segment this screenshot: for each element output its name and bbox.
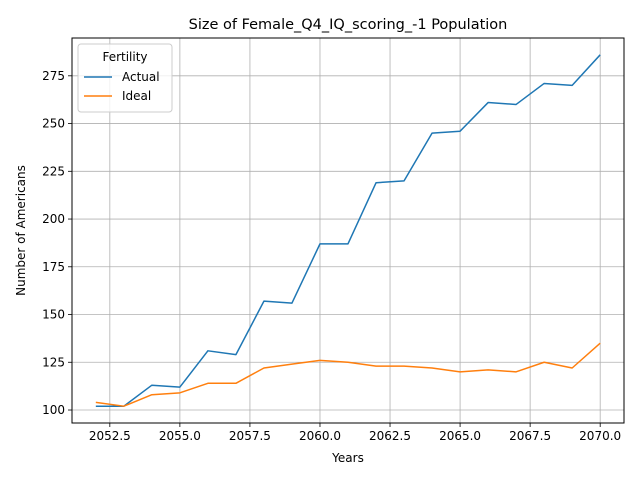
y-tick-label: 150: [42, 308, 65, 322]
legend-label-actual: Actual: [122, 70, 160, 84]
chart-title: Size of Female_Q4_IQ_scoring_-1 Populati…: [189, 17, 508, 33]
y-axis-label: Number of Americans: [14, 165, 28, 296]
x-tick-label: 2055.0: [159, 429, 201, 443]
y-axis-ticks: 100 125 150 175 200 225 250 275: [42, 69, 72, 417]
series-line-actual: [95, 54, 601, 407]
series-line-ideal: [95, 342, 601, 407]
y-tick-label: 100: [42, 403, 65, 417]
y-tick-label: 250: [42, 117, 65, 131]
x-tick-label: 2065.0: [439, 429, 481, 443]
legend-box: [77, 43, 173, 113]
x-tick-label: 2057.5: [229, 429, 271, 443]
y-tick-label: 275: [42, 69, 65, 83]
x-tick-label: 2052.5: [89, 429, 131, 443]
y-tick-label: 125: [42, 355, 65, 369]
x-tick-label: 2062.5: [369, 429, 411, 443]
x-tick-label: 2060.0: [299, 429, 341, 443]
y-tick-label: 200: [42, 212, 65, 226]
x-tick-label: 2067.5: [509, 429, 551, 443]
legend-title: Fertility: [102, 50, 147, 64]
x-axis-ticks: 2052.5 2055.0 2057.5 2060.0 2062.5 2065.0 2067…: [89, 423, 621, 443]
legend: Fertility Actual Ideal: [77, 43, 173, 113]
x-tick-label: 2070.0: [579, 429, 621, 443]
plot-frame: [71, 37, 625, 424]
y-tick-label: 175: [42, 260, 65, 274]
legend-label-ideal: Ideal: [122, 89, 151, 103]
x-axis-label: Years: [331, 451, 364, 465]
plot-lines: [95, 54, 601, 407]
y-tick-label: 225: [42, 164, 65, 178]
